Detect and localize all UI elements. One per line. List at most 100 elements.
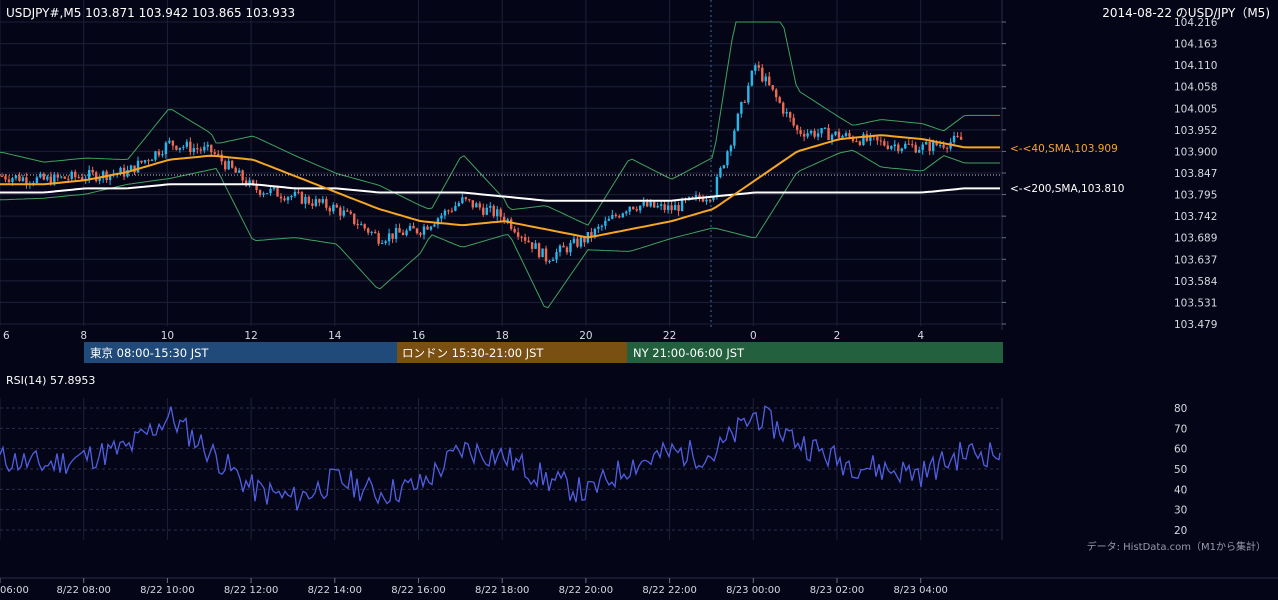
candle-body xyxy=(74,171,77,178)
candle-body xyxy=(816,133,820,137)
candle-body xyxy=(614,214,617,217)
candle-body xyxy=(583,237,586,243)
candle-body xyxy=(265,193,269,195)
candle-body xyxy=(489,205,492,208)
candle-body xyxy=(471,200,475,208)
candle-body xyxy=(189,141,192,153)
candle-body xyxy=(391,233,394,239)
candle-body xyxy=(49,176,53,185)
bottom-time-label: 8/23 04:00 xyxy=(893,585,947,596)
candle-body xyxy=(642,201,645,206)
session-tokyo-label: 東京 08:00-15:30 JST xyxy=(90,346,209,360)
candle-body xyxy=(959,136,963,140)
candle-body xyxy=(363,224,366,229)
candle-body xyxy=(645,201,649,207)
candle-body xyxy=(897,144,900,152)
candle-body xyxy=(924,142,928,145)
candle-body xyxy=(649,201,652,207)
candle-body xyxy=(530,242,534,249)
rsi-tick-label: 20 xyxy=(1174,525,1187,537)
candle-body xyxy=(46,176,49,180)
candle-body xyxy=(914,144,917,153)
candle-body xyxy=(740,101,743,114)
candle-body xyxy=(443,210,447,216)
candle-body xyxy=(691,196,694,198)
candle-body xyxy=(935,141,938,146)
candle-body xyxy=(422,226,426,235)
candle-body xyxy=(21,177,25,182)
candle-body xyxy=(900,148,903,152)
candle-body xyxy=(722,165,726,169)
candle-body xyxy=(639,205,642,211)
candle-body xyxy=(478,203,481,208)
candle-body xyxy=(297,191,300,193)
rsi-tick-label: 70 xyxy=(1174,423,1187,435)
candle-body xyxy=(4,176,7,180)
candle-body xyxy=(865,134,869,141)
candle-body xyxy=(565,247,569,253)
candle-body xyxy=(7,179,11,182)
candle-body xyxy=(98,178,101,181)
candle-body xyxy=(876,136,879,141)
candle-body xyxy=(304,196,307,204)
candle-body xyxy=(408,225,412,231)
candle-body xyxy=(694,195,698,197)
candle-body xyxy=(224,161,227,170)
candle-body xyxy=(206,144,209,147)
candle-body xyxy=(673,204,677,211)
candle-body xyxy=(499,209,502,217)
candle-body xyxy=(841,135,844,138)
candle-body xyxy=(785,112,788,114)
candle-body xyxy=(119,167,122,174)
candle-body xyxy=(94,172,98,181)
candle-body xyxy=(56,174,59,178)
candle-body xyxy=(879,140,883,142)
price-tick-label: 103.847 xyxy=(1174,168,1217,180)
candle-body xyxy=(956,135,959,137)
sma200-line xyxy=(0,183,1000,202)
candle-body xyxy=(53,174,56,185)
candle-body xyxy=(415,228,419,234)
candle-body xyxy=(436,218,440,225)
candle-body xyxy=(380,242,384,244)
candle-body xyxy=(809,130,813,134)
candle-body xyxy=(666,205,670,210)
candle-body xyxy=(373,231,377,234)
candle-body xyxy=(213,152,216,154)
candle-body xyxy=(607,218,611,221)
candle-body xyxy=(457,203,461,206)
session-ny xyxy=(627,342,1003,363)
candle-body xyxy=(286,197,290,201)
candle-body xyxy=(157,151,161,156)
candle-body xyxy=(523,237,527,241)
candle-body xyxy=(652,201,656,208)
candle-body xyxy=(87,169,91,179)
candle-body xyxy=(311,203,314,206)
candle-body xyxy=(851,136,855,142)
candle-body xyxy=(461,197,464,204)
candle-body xyxy=(628,206,631,212)
price-tick-label: 103.795 xyxy=(1174,190,1217,202)
candle-body xyxy=(600,225,604,227)
candle-body xyxy=(625,211,628,214)
candle-body xyxy=(234,167,237,173)
candle-body xyxy=(91,169,94,173)
candle-body xyxy=(827,127,830,141)
candle-body xyxy=(168,140,171,143)
candle-body xyxy=(353,213,356,224)
candle-body xyxy=(360,224,363,226)
candle-body xyxy=(339,207,342,216)
candle-body xyxy=(659,204,663,206)
rsi-line xyxy=(0,405,1001,511)
candle-body xyxy=(541,248,544,258)
sma200-label: <-<200,SMA,103.810 xyxy=(1010,183,1124,195)
bottom-time-label: 8/22 14:00 xyxy=(308,585,362,596)
candle-body xyxy=(562,245,565,248)
candle-body xyxy=(788,112,792,118)
candle-body xyxy=(544,248,548,262)
candle-body xyxy=(778,97,781,103)
candle-body xyxy=(255,184,258,191)
sma40-label: <-<40,SMA,103.909 xyxy=(1010,143,1118,155)
candle-body xyxy=(792,117,795,126)
candle-body xyxy=(11,178,14,182)
